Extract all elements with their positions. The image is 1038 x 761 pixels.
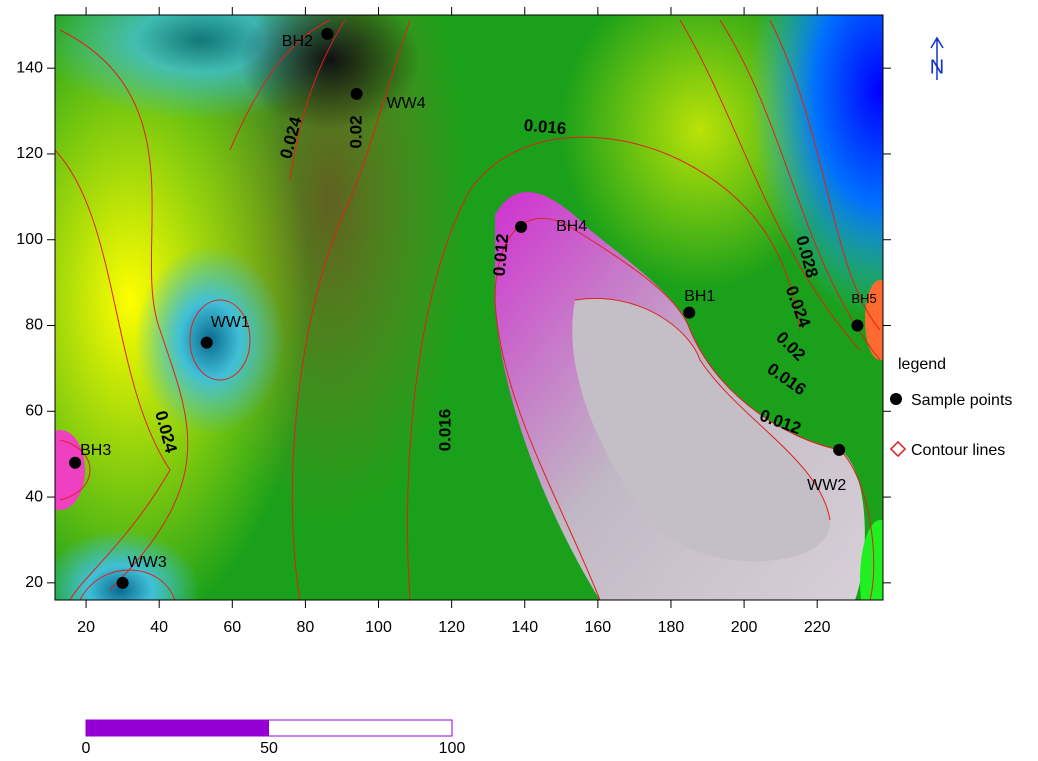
point-label: BH4 [556,218,587,235]
x-tick-label: 160 [585,619,612,636]
x-tick-label: 180 [658,619,685,636]
contour-label: 0.012 [490,233,513,277]
contour-label: 0.02 [346,115,365,148]
x-tick-label: 80 [297,619,315,636]
point-label: BH3 [80,442,111,459]
sample-point [350,87,363,100]
x-tick-label: 60 [223,619,241,636]
y-tick-label: 60 [25,403,43,420]
point-label: BH5 [851,291,876,306]
x-tick-label: 120 [438,619,465,636]
sample-point [851,319,864,332]
scale-outline [85,719,453,737]
y-tick-label: 120 [16,145,43,162]
legend-item: Contour lines [911,442,1005,459]
surface [55,15,883,600]
legend-item: Sample points [911,392,1012,409]
point-label: WW1 [211,314,250,331]
frame [54,14,884,601]
scale-bar: 0 50 100 [82,719,466,757]
sample-point [321,27,334,40]
y-tick-label: 40 [25,488,43,505]
point-label: BH2 [282,33,313,50]
sample-point [833,443,846,456]
sample-point [69,456,82,469]
sample-point [683,306,696,319]
sample-point [116,576,129,589]
sample-point [200,336,213,349]
sample-points: BH2 WW4 BH4 BH1 BH5 WW1 BH3 WW2 WW3 [69,27,877,589]
x-tick-label: 200 [731,619,758,636]
point-label: WW4 [387,95,426,112]
contour-label: 0.016 [523,116,567,139]
point-label: WW3 [128,554,167,571]
y-tick-label: 80 [25,317,43,334]
x-tick-label: 40 [150,619,168,636]
scale-label: 50 [260,740,278,757]
y-tick-label: 20 [25,574,43,591]
x-tick-label: 220 [804,619,831,636]
north-label: N [930,56,944,78]
legend-dot [890,393,902,405]
sample-point [515,220,528,233]
x-tick-label: 140 [511,619,538,636]
scale-fill [86,720,269,736]
scale-label: 0 [82,740,91,757]
x-tick-label: 100 [365,619,392,636]
x-tick-label: 20 [77,619,95,636]
scale-label: 100 [439,740,466,757]
legend-title: legend [898,356,946,373]
point-label: BH1 [684,288,715,305]
contour-label: 0.016 [435,409,454,452]
point-label: WW2 [807,477,846,494]
legend-diamond [889,440,907,458]
y-tick-label: 100 [16,231,43,248]
ticks: 20 40 60 80 100 120 140 160 180 200 220 20 40 60 80 100… [16,7,891,636]
y-tick-label: 140 [16,59,43,76]
north-arrow [930,36,944,80]
